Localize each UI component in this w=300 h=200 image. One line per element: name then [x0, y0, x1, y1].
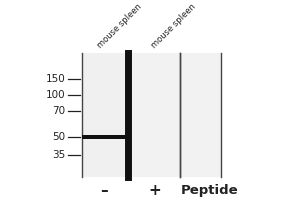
Text: 150: 150: [46, 74, 65, 84]
Bar: [180, 53, 221, 177]
Text: +: +: [148, 183, 161, 198]
Text: 100: 100: [46, 90, 65, 100]
Text: 70: 70: [52, 106, 65, 116]
Text: mouse spleen: mouse spleen: [96, 2, 144, 50]
Text: mouse spleen: mouse spleen: [150, 2, 198, 50]
Text: 50: 50: [52, 132, 65, 142]
Bar: [82, 53, 131, 177]
Text: Peptide: Peptide: [181, 184, 238, 197]
Bar: [131, 53, 180, 177]
Bar: [82, 135, 131, 139]
Bar: [82, 53, 221, 177]
Text: 35: 35: [52, 150, 65, 160]
Text: –: –: [100, 183, 108, 198]
